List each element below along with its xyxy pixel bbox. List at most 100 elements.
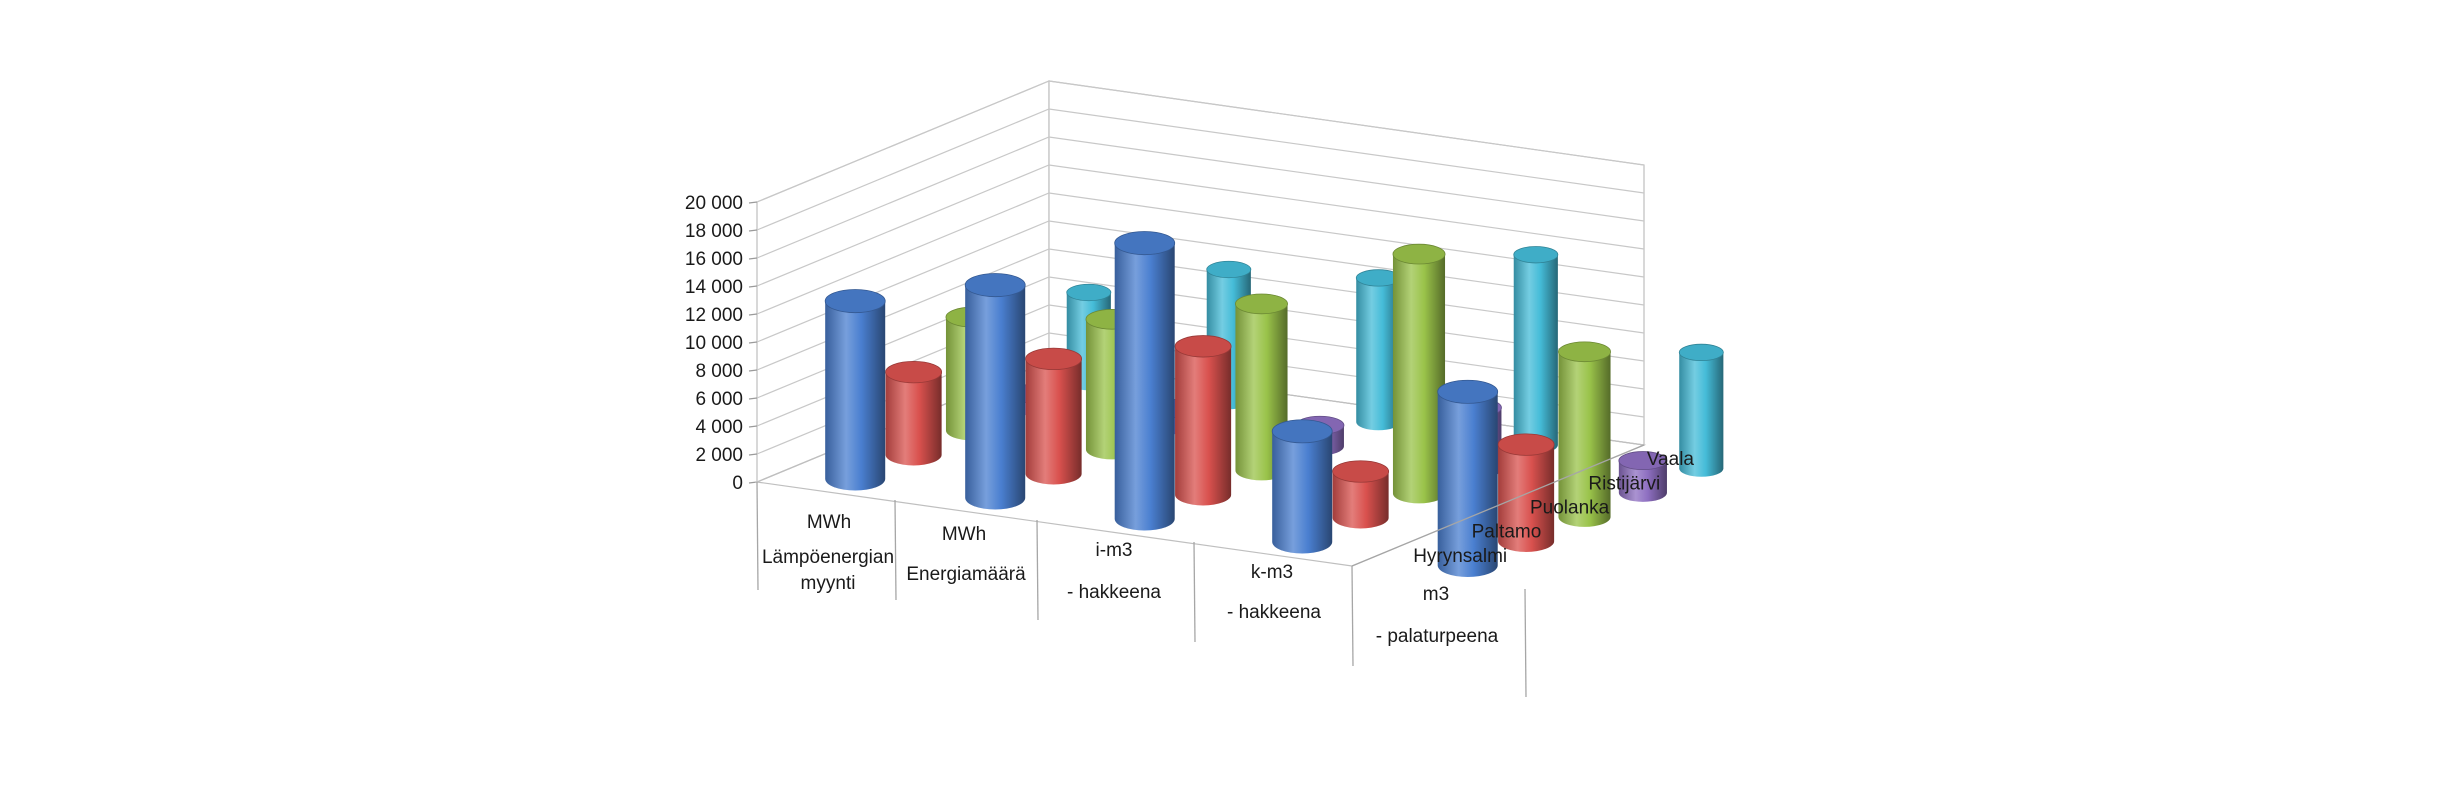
gridline <box>756 164 1645 287</box>
cylinder-body <box>1498 433 1555 552</box>
tick-mark <box>748 425 758 428</box>
cylinder-body <box>965 273 1026 510</box>
cylinder-top <box>1206 260 1252 279</box>
cylinder-top <box>1174 335 1232 358</box>
cylinder <box>1618 451 1668 502</box>
gridline <box>756 108 1645 231</box>
gridline <box>756 192 1645 315</box>
category-name-label: - hakkeena <box>1067 582 1161 603</box>
series-label: Paltamo <box>1472 522 1542 543</box>
cylinder-top <box>1618 451 1668 471</box>
y-tick-label: 10 000 <box>685 333 743 354</box>
cylinder-body <box>1679 344 1724 477</box>
gridline <box>756 80 1645 203</box>
cylinder-top <box>1114 231 1176 256</box>
category-unit-label: m3 <box>1423 584 1449 605</box>
cylinder <box>1513 246 1559 454</box>
cylinder-body <box>1272 419 1333 554</box>
cylinder-top <box>1558 341 1611 363</box>
cylinder <box>824 289 886 491</box>
gridline <box>756 136 1645 259</box>
cylinder-top <box>1235 293 1288 315</box>
category-name-label: - hakkeena <box>1227 602 1321 623</box>
series-label: Ristijärvi <box>1588 473 1660 494</box>
category-divider <box>1351 565 1354 667</box>
cylinder-body <box>1356 269 1401 431</box>
category-divider <box>756 481 759 591</box>
category-axis-labels: MWh Lämpöenergian myynti MWh Energiamäärä i-m… <box>756 481 1527 698</box>
category-unit-label: i-m3 <box>1096 540 1133 561</box>
cylinder-top <box>885 360 943 384</box>
y-axis-ticks: 0 2 000 4 000 6 000 8 000 10 000 12 000 14 000 1… <box>685 193 743 494</box>
cylinder <box>1497 433 1555 552</box>
cylinder-top <box>1066 283 1112 302</box>
y-tick-label: 4 000 <box>695 417 743 438</box>
category-name-label: Lämpöenergian myynti <box>762 547 894 594</box>
y-tick-label: 6 000 <box>695 389 743 410</box>
cylinder <box>1025 347 1083 485</box>
tick-mark <box>748 313 758 316</box>
depth-axis <box>1351 444 1645 567</box>
category-name-label: - palaturpeena <box>1376 626 1499 647</box>
cylinder <box>1355 269 1401 431</box>
cylinder-top <box>1271 419 1333 444</box>
tick-mark <box>748 341 758 344</box>
cylinder <box>964 273 1026 510</box>
tick-mark <box>748 397 758 400</box>
cylinders <box>824 231 1724 577</box>
cylinder-top <box>1437 379 1499 404</box>
cylinder-body <box>1175 335 1232 506</box>
cylinder <box>1437 379 1499 577</box>
series-axis-labels: Hyrynsalmi Paltamo Puolanka Ristijärvi Vaala <box>1351 444 1695 567</box>
tick-mark <box>748 453 758 456</box>
y-tick-label: 8 000 <box>695 361 743 382</box>
cylinder-top <box>1025 347 1083 371</box>
series-label: Hyrynsalmi <box>1413 546 1507 567</box>
cylinder-body <box>1513 246 1558 454</box>
cylinder-top <box>1678 343 1724 362</box>
category-unit-label: MWh <box>807 512 851 533</box>
y-tick-label: 0 <box>732 473 743 494</box>
cylinder-body <box>825 289 886 491</box>
y-tick-label: 2 000 <box>695 445 743 466</box>
cylinder <box>885 360 943 466</box>
cylinder <box>1678 343 1724 477</box>
category-divider <box>1036 519 1039 621</box>
cylinder-body <box>885 361 942 466</box>
y-tick-label: 14 000 <box>685 277 743 298</box>
cylinder-body <box>1437 380 1498 577</box>
cylinder-top <box>964 273 1026 298</box>
cylinder <box>1174 335 1232 506</box>
category-divider <box>1524 588 1527 698</box>
cylinder <box>1332 460 1390 529</box>
cylinder <box>1114 231 1176 531</box>
category-unit-label: MWh <box>942 524 986 545</box>
cylinder-top <box>824 289 886 314</box>
y-tick-label: 16 000 <box>685 249 743 270</box>
y-tick-label: 18 000 <box>685 221 743 242</box>
category-divider <box>894 499 897 601</box>
cylinder <box>1392 243 1446 504</box>
cylinder <box>1271 419 1333 554</box>
tick-mark <box>748 229 758 232</box>
tick-mark <box>748 257 758 260</box>
category-unit-label: k-m3 <box>1251 562 1293 583</box>
cylinder-body <box>1558 341 1611 527</box>
tick-mark <box>748 369 758 372</box>
cylinder-body <box>1114 231 1175 531</box>
tick-mark <box>748 201 758 204</box>
cylinder-body <box>1025 348 1082 485</box>
series-label: Vaala <box>1647 449 1695 470</box>
category-name-label: Energiamäärä <box>906 564 1026 585</box>
cylinder-top <box>1392 243 1446 265</box>
y-tick-label: 12 000 <box>685 305 743 326</box>
cylinder <box>1558 341 1611 527</box>
y-tick-label: 20 000 <box>685 193 743 214</box>
category-divider <box>1193 541 1196 643</box>
cylinder-body <box>1392 244 1446 504</box>
tick-mark <box>748 285 758 288</box>
cylinder-top <box>1332 460 1390 483</box>
series-label: Puolanka <box>1530 498 1610 519</box>
cylinder-top <box>1497 433 1555 456</box>
